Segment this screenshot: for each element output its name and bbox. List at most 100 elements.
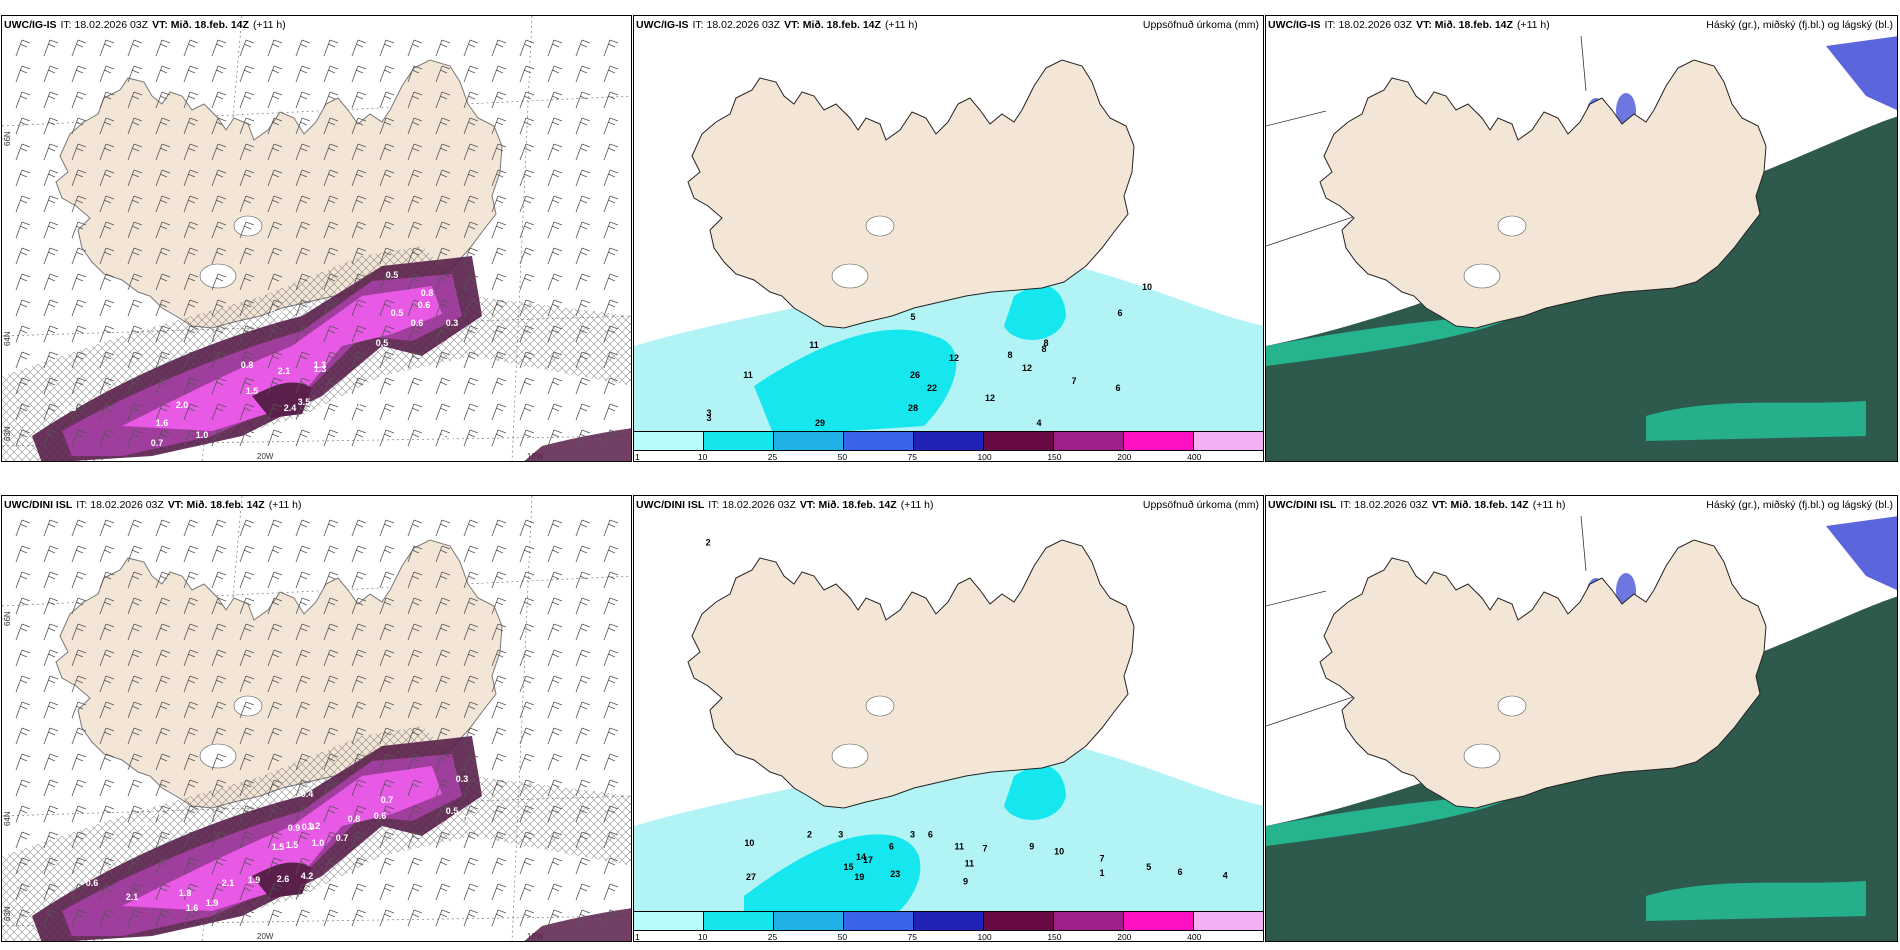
contour-value-label: 3 [838, 830, 843, 840]
colorbar-swatch [704, 432, 774, 450]
init-time: IT: 18.02.2026 03Z [60, 19, 149, 31]
contour-value-label: 0.3 [271, 308, 284, 318]
contour-value-label: 0.5 [391, 308, 404, 318]
grid-coordinate-label: 20W [257, 452, 274, 461]
colorbar-swatch [984, 432, 1054, 450]
colorbar-tick-label: 75 [907, 932, 918, 942]
contour-value-label: 2.4 [284, 403, 297, 413]
valid-time: VT: Mið. 18.feb. 14Z [1416, 19, 1513, 31]
contour-value-label: 1.5 [286, 840, 299, 850]
contour-value-label: 1.8 [179, 888, 192, 898]
contour-value-label: 0.3 [441, 433, 454, 443]
colorbar-swatch [984, 912, 1054, 930]
contour-value-label: 29 [815, 418, 825, 428]
contour-value-label: 0.8 [421, 288, 434, 298]
init-time: IT: 18.02.2026 03Z [1324, 19, 1413, 31]
contour-value-label: 3 [910, 830, 915, 840]
wind-barbs [15, 39, 619, 447]
contour-value-label: 5 [910, 312, 915, 322]
contour-value-label: 0.4 [151, 808, 164, 818]
contour-value-label: 10 [1054, 847, 1064, 857]
contour-value-label: 1 [1099, 868, 1104, 878]
contour-value-label: 28 [908, 403, 918, 413]
model-name: UWC/DINI ISL [4, 499, 73, 511]
map-canvas [1266, 16, 1897, 461]
contour-value-label: 9 [963, 876, 968, 886]
accumulated-precip-field [634, 248, 1263, 436]
contour-value-label: 23 [890, 869, 900, 879]
colorbar-tick-label: 200 [1117, 452, 1132, 462]
iceland-landmass [687, 539, 1135, 809]
colorbar-swatch [1054, 912, 1124, 930]
colorbar-swatch [844, 432, 914, 450]
contour-value-label: 1.3 [314, 360, 327, 370]
contour-value-label: 6 [1177, 867, 1182, 877]
colorbar-tick-label: 10 [697, 932, 708, 942]
contour-value-label: 22 [927, 383, 937, 393]
forecast-offset: (+11 h) [1516, 19, 1550, 31]
contour-value-label: 11 [955, 842, 965, 852]
contour-value-label: 0.3 [64, 403, 77, 413]
grid-coordinate-label: 64N [3, 811, 12, 826]
contour-value-label: 8 [1043, 338, 1048, 348]
panel-header: UWC/DINI ISL IT: 18.02.2026 03Z VT: Mið.… [1268, 499, 1893, 511]
init-time: IT: 18.02.2026 03Z [1340, 499, 1428, 511]
contour-value-label: 1.0 [348, 400, 361, 410]
colorbar-tick-label: 50 [837, 932, 848, 942]
contour-value-label: 7 [982, 843, 987, 853]
contour-value-label: 27 [746, 872, 756, 882]
contour-value-label: 19 [854, 872, 864, 882]
colorbar-swatch [774, 432, 844, 450]
colorbar-swatch [914, 912, 984, 930]
colorbar-swatch [774, 912, 844, 930]
grid-coordinate-label: 64N [3, 331, 12, 346]
contour-value-label: 0.6 [418, 300, 431, 310]
grid-coordinate-label: 66N [3, 131, 12, 146]
valid-time: VT: Mið. 18.feb. 14Z [799, 499, 897, 511]
colorbar-swatch [704, 912, 774, 930]
contour-value-label: 0.4 [301, 789, 314, 799]
grid-coordinate-label: 20W [257, 932, 274, 941]
contour-value-label: 6 [928, 830, 933, 840]
contour-value-label: 11 [965, 859, 975, 869]
init-time: IT: 18.02.2026 03Z [76, 499, 164, 511]
colorbar-swatch [634, 912, 704, 930]
colorbar-swatch [914, 432, 984, 450]
colorbar-tick-label: 25 [767, 932, 778, 942]
contour-value-label: 0.6 [411, 318, 424, 328]
colorbar-tick-label: 200 [1117, 932, 1132, 942]
model-name: UWC/DINI ISL [636, 499, 705, 511]
contour-value-label: 12 [985, 393, 995, 403]
panel-header: UWC/IG-IS IT: 18.02.2026 03Z VT: Mið. 18… [4, 19, 627, 31]
grid-coordinate-label: 66N [3, 611, 12, 626]
contour-value-label: 10 [744, 838, 754, 848]
panel-title: Háský (gr.), miðský (fj.bl.) og lágský (… [1706, 19, 1893, 31]
panel-accum-precip-igis: 3 5 11 11 26 12 8 8 6 10 12 8 28 22 12 7 6 3 29 4 UWC/IG-IS… [633, 15, 1264, 462]
contour-value-label: 0.7 [381, 795, 394, 805]
contour-value-label: 2.6 [277, 874, 290, 884]
colorbar-swatch [634, 432, 704, 450]
panel-title: Uppsöfnuð úrkoma (mm) [1142, 19, 1259, 31]
colorbar-tick-label: 1 [635, 932, 640, 942]
contour-value-label: 10 [1142, 282, 1152, 292]
iceland-landmass [1319, 59, 1767, 329]
contour-value-label: 2.1 [278, 366, 291, 376]
panel-header: UWC/DINI ISL IT: 18.02.2026 03Z VT: Mið.… [4, 499, 627, 511]
forecast-offset: (+11 h) [252, 19, 286, 31]
forecast-offset: (+11 h) [1532, 499, 1566, 511]
iceland-landmass [1319, 539, 1767, 809]
colorbar-tick-label: 150 [1047, 452, 1062, 462]
contour-value-label: 0.8 [348, 814, 361, 824]
colorbar-tick-label: 100 [977, 452, 992, 462]
contour-value-label: 1.9 [248, 875, 261, 885]
map-canvas: 66N64N63N20W18W0.30.30.50.60.50.81.32.11… [2, 16, 631, 461]
contour-value-label: 0.5 [451, 918, 464, 928]
contour-value-label: 5 [1146, 862, 1151, 872]
contour-value-label: 14 [856, 852, 866, 862]
panel-header: UWC/DINI ISL IT: 18.02.2026 03Z VT: Mið.… [636, 499, 1259, 511]
contour-value-label: 7 [1099, 854, 1104, 864]
contour-value-label: 15 [843, 862, 853, 872]
panel-header: UWC/IG-IS IT: 18.02.2026 03Z VT: Mið. 18… [636, 19, 1259, 31]
contour-value-label: 0.3 [446, 318, 459, 328]
panel-clouds-igis: UWC/IG-IS IT: 18.02.2026 03Z VT: Mið. 18… [1265, 15, 1898, 462]
